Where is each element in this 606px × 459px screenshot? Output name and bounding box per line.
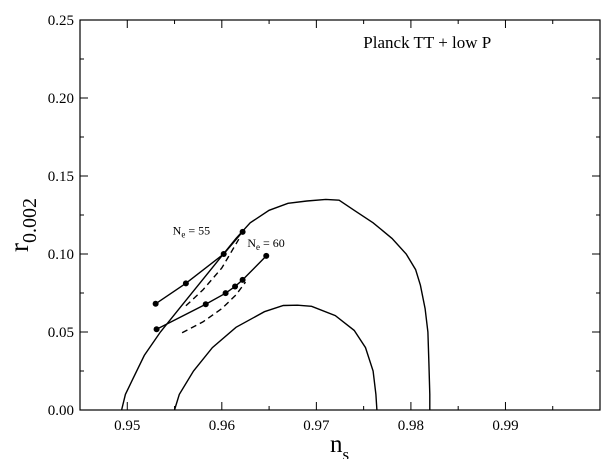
y-tick-label: 0.25 [48,13,74,29]
data-point [239,276,246,283]
data-point [239,228,246,235]
efold-label: Ne = 60 [247,236,284,252]
series-line-4 [185,238,240,307]
x-tick-label: 0.99 [492,418,518,434]
series-line-2 [155,231,244,305]
y-tick-label: 0.00 [48,403,74,419]
efold-label: Ne = 55 [173,224,210,240]
y-axis-label: r0.002 [4,198,41,252]
y-axis-label-main: r [4,243,34,252]
y-axis-label-sub: 0.002 [19,198,41,243]
x-axis-label-sub: s [343,445,350,459]
series-line-0 [120,198,431,411]
annotation-layer: Planck TT + low P Ne = 55 Ne = 60 [173,33,492,252]
y-tick-label: 0.10 [48,247,74,263]
series-line-3 [156,255,267,330]
x-axis-label-main: n [330,431,343,458]
series-layer [120,198,431,411]
data-point [202,301,209,308]
series-line-5 [181,281,247,334]
x-axis-ticks: 0.95 0.96 0.97 0.98 0.99 [79,20,601,434]
data-point [232,283,239,290]
data-point [152,300,159,307]
data-point [263,252,270,259]
x-tick-label: 0.98 [398,418,424,434]
plot-frame [79,19,601,411]
y-tick-label: 0.20 [48,91,74,107]
y-axis-ticks: 0.00 0.05 0.10 0.15 0.20 0.25 [48,13,600,419]
y-tick-label: 0.15 [48,169,74,185]
x-tick-label: 0.97 [303,418,330,434]
marker-layer [152,228,270,333]
x-axis-label: ns [330,431,349,459]
data-point [153,326,160,333]
data-point [182,280,189,287]
annotation-text: Planck TT + low P [363,33,491,52]
x-tick-label: 0.95 [114,418,140,434]
y-tick-label: 0.05 [48,325,74,341]
x-tick-label: 0.96 [209,418,236,434]
data-point [220,251,227,257]
data-point [222,290,229,297]
series-line-1 [173,304,378,411]
